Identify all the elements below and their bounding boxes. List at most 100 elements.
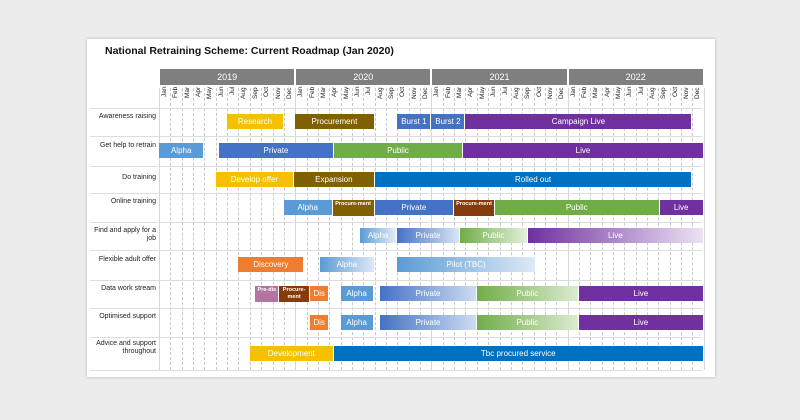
month-label: Oct (263, 87, 271, 98)
month-label: Feb (172, 87, 180, 99)
phase-bar: Research (227, 114, 283, 129)
month-label: Jul (637, 87, 645, 96)
month-label: Aug (512, 87, 520, 99)
month-label: May (342, 87, 350, 100)
phase-bar: Development (249, 345, 333, 361)
grid-line (704, 88, 705, 370)
phase-bar: Rolled out (374, 171, 692, 187)
month-label: Mar (456, 87, 464, 99)
phase-bar: Procure-ment (332, 199, 374, 216)
month-label: Jun (353, 87, 361, 98)
year-header-2021: 2021 (432, 69, 567, 85)
month-label: Mar (183, 87, 191, 99)
row-divider (90, 250, 702, 251)
grid-line (307, 88, 308, 370)
row-label: Flexible adult offer (98, 255, 156, 263)
month-label: May (206, 87, 214, 100)
month-label: Nov (546, 87, 554, 99)
month-label: Nov (274, 87, 282, 99)
month-label: Jul (229, 87, 237, 96)
phase-bar: Alpha (340, 314, 373, 330)
phase-bar: Develop offer (215, 171, 294, 187)
phase-bar: Procurement (295, 114, 374, 129)
phase-bar: Procure-ment (454, 199, 494, 216)
row-divider (90, 193, 702, 194)
row-label: Get help to retrain (99, 141, 156, 149)
grid-line (182, 88, 183, 370)
row-label: Find and apply for a job (94, 226, 156, 243)
grid-line (261, 88, 262, 370)
phase-bar: Private (380, 314, 476, 330)
month-label: Nov (410, 87, 418, 99)
month-label: Sep (251, 87, 259, 99)
grid-line (352, 88, 353, 370)
grid-line (159, 88, 160, 370)
phase-bar: Private (380, 286, 476, 301)
month-label: Mar (319, 87, 327, 99)
month-label: Dec (558, 87, 566, 99)
phase-bar: Private (397, 228, 459, 243)
grid-line (341, 88, 342, 370)
phase-bar: Alpha (359, 228, 397, 243)
phase-bar: Burst 2 (431, 114, 465, 129)
grid-line (227, 88, 228, 370)
year-header-2020: 2020 (296, 69, 431, 85)
phase-bar: Public (476, 314, 578, 330)
phase-bar: Live (463, 143, 703, 158)
phase-bar: Public (459, 228, 527, 243)
month-label: Jun (626, 87, 634, 98)
phase-bar: Live (578, 314, 703, 330)
phase-bar: Campaign Live (465, 114, 692, 129)
month-label: Jan (569, 87, 577, 98)
month-label: Dec (285, 87, 293, 99)
row-label: Do training (122, 174, 156, 182)
month-label: Feb (308, 87, 316, 99)
row-divider (90, 136, 702, 137)
grid-line (216, 88, 217, 370)
month-label: Mar (592, 87, 600, 99)
month-label: Apr (195, 87, 203, 98)
phase-bar: Alpha (320, 257, 374, 272)
grid-line (273, 88, 274, 370)
row-label: Optimised support (99, 313, 156, 320)
month-label: Dec (694, 87, 702, 99)
row-label: Data work stream (101, 284, 156, 292)
month-label: Jan (161, 87, 168, 98)
month-label: Jun (217, 87, 225, 98)
row-divider (90, 370, 702, 371)
row-divider (90, 166, 702, 167)
phase-bar: Dis (309, 286, 329, 301)
year-header-2022: 2022 (568, 69, 703, 85)
row-label: Awareness raising (98, 112, 156, 120)
month-label: May (478, 87, 486, 100)
month-label: Oct (535, 87, 543, 98)
row-divider (90, 280, 702, 281)
month-label: May (615, 87, 622, 100)
phase-bar: Expansion (294, 171, 374, 187)
phase-bar: Live (578, 286, 703, 301)
row-divider (90, 308, 702, 309)
phase-bar: Burst 1 (397, 114, 431, 129)
month-label: Jul (501, 87, 509, 96)
month-label: Sep (388, 87, 395, 99)
row-label: Advice and support throughout (96, 339, 156, 356)
phase-bar: Live (659, 199, 703, 215)
month-label: Dec (422, 87, 430, 99)
phase-bar: Public (333, 143, 463, 158)
phase-bar: Alpha (159, 143, 204, 158)
phase-bar: Dis (309, 314, 329, 330)
phase-bar: Alpha (283, 199, 332, 215)
phase-bar: Public (476, 286, 578, 301)
month-label: Aug (240, 87, 248, 99)
month-label: Feb (444, 87, 452, 99)
phase-bar: Pilot (TBC) (397, 257, 535, 272)
row-label: Online training (110, 198, 156, 205)
month-label: Aug (649, 87, 657, 99)
phase-bar: Private (219, 143, 333, 158)
phase-bar: Alpha (340, 286, 373, 301)
row-divider (90, 337, 702, 338)
grid-line (204, 88, 205, 370)
phase-bar: Tbc procured service (333, 345, 703, 361)
row-divider (90, 222, 702, 223)
grid-line (250, 88, 251, 370)
